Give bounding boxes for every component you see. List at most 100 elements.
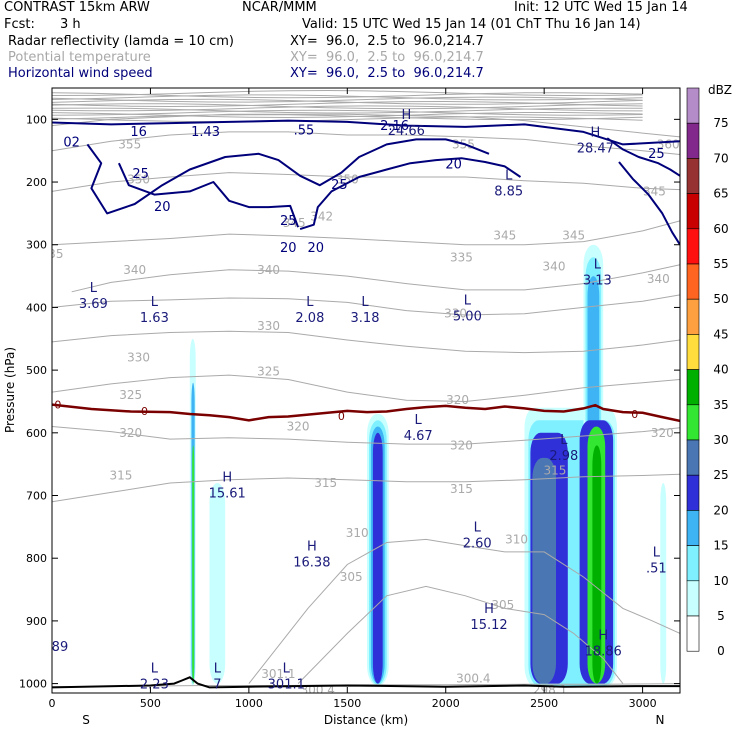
- x-tick-label: 2000: [432, 697, 460, 710]
- freezing-level-label: 0: [54, 399, 61, 412]
- colorbar-swatch: [686, 122, 700, 159]
- colorbar-tick-label: 55: [713, 257, 728, 271]
- theta-label: 298.1: [533, 683, 567, 697]
- wind-label: 2.16: [380, 119, 409, 134]
- theta-label: 320: [287, 420, 310, 434]
- colorbar-swatch: [686, 615, 700, 652]
- theta-label: 305: [340, 570, 363, 584]
- extremum-kind: H: [598, 629, 608, 644]
- theta-label: 310: [505, 532, 528, 546]
- wind-label: 20: [280, 241, 297, 256]
- theta-label: 300.4: [301, 683, 335, 697]
- extremum-kind: L: [653, 546, 661, 561]
- colorbar-swatch: [686, 369, 700, 406]
- y-tick-label: 500: [26, 364, 47, 377]
- theta-label: 305: [491, 598, 514, 612]
- wind-contour: [117, 162, 300, 228]
- theta-layer: 335 340 340 330 325 330 325 320 315 320 315 310 305 3…: [41, 89, 680, 697]
- y-tick-label: 100: [26, 113, 47, 126]
- theta-label: 325: [257, 364, 280, 378]
- extremum-kind: H: [401, 108, 411, 123]
- theta-label: 340: [257, 263, 280, 277]
- colorbar-tick-label: 65: [713, 187, 728, 201]
- theta-contour: [52, 473, 680, 503]
- fcst-label: Fcst:: [4, 17, 35, 32]
- theta-contour: [52, 220, 680, 246]
- theta-contour: [52, 96, 643, 103]
- wind-contour: [618, 161, 680, 246]
- extremum-value: 16.38: [293, 555, 330, 570]
- theta-label: 330: [127, 351, 150, 365]
- wind-label: 1.43: [191, 125, 220, 140]
- fcst-value: 3 h: [60, 17, 81, 32]
- theta-label: 340: [123, 263, 146, 277]
- theta-contour: [52, 94, 643, 101]
- y-tick-label: 400: [26, 301, 47, 314]
- plot-frame: [51, 87, 681, 694]
- theta-label: 340: [647, 272, 670, 286]
- extremum-kind: H: [222, 471, 232, 486]
- extremum-kind: H: [307, 539, 317, 554]
- axes-layer: 0 500 1000 1500 2000 2500 30001002003004005006…: [19, 88, 680, 710]
- y-tick-label: 1000: [19, 678, 47, 691]
- theta-label: 315: [314, 476, 337, 490]
- x-tick-label: 3000: [629, 697, 657, 710]
- wind-label: 25: [132, 167, 149, 182]
- colorbar-swatch: [686, 404, 700, 441]
- extremum-value: 7: [213, 678, 221, 693]
- theta-label: 320: [450, 438, 473, 452]
- theta-contour: [52, 105, 643, 112]
- theta-label: 345: [283, 216, 306, 230]
- wind-label: 25: [648, 147, 665, 162]
- y-tick-label: 600: [26, 427, 47, 440]
- wind-label: 20: [154, 200, 171, 215]
- wind-label: .55: [294, 124, 315, 139]
- theta-label: 345: [493, 228, 516, 242]
- wind-label: 25: [331, 178, 348, 193]
- theta-label: 320: [446, 393, 469, 407]
- y-tick-label: 700: [26, 490, 47, 503]
- colorbar-tick-label: 0: [717, 644, 725, 658]
- theta-contour: [52, 112, 643, 119]
- extremum-kind: L: [505, 168, 513, 183]
- colorbar-swatch: [686, 510, 700, 546]
- wind-contour: [606, 137, 680, 177]
- extremum-value: 5.00: [453, 310, 482, 325]
- theta-label: 350: [336, 173, 359, 187]
- valid-time: Valid: 15 UTC Wed 15 Jan 14 (01 ChT Thu …: [302, 17, 641, 32]
- theta-label: 301.1: [261, 667, 295, 681]
- reflectivity-cell: [209, 483, 226, 684]
- extremum-kind: L: [560, 433, 568, 448]
- colorbar-swatch: [686, 298, 700, 335]
- colorbar-swatch: [686, 158, 700, 194]
- theta-label: 335: [450, 250, 473, 264]
- colorbar-swatch: [686, 439, 700, 476]
- extremum-kind: H: [484, 602, 494, 617]
- x-axis-right-end: N: [656, 713, 665, 727]
- colorbar-tick-label: 30: [713, 433, 728, 447]
- wind-label: 16: [130, 125, 147, 140]
- reflectivity-cell: [372, 432, 383, 684]
- colorbar-tick-label: 45: [713, 327, 728, 341]
- theta-label: 335: [41, 247, 64, 261]
- freezing-level-label: 0: [631, 408, 638, 421]
- extremum-kind: H: [590, 126, 600, 141]
- wind-layer: 16 1.43 .55 2.16 02 25 20 25 25 20 20 20 25: [52, 119, 680, 256]
- colorbar-tick-label: 70: [713, 151, 728, 165]
- colorbar-swatch: [686, 334, 700, 370]
- theta-label: 330: [444, 307, 467, 321]
- theta-label: 345: [562, 228, 585, 242]
- wind-contour: [299, 157, 522, 231]
- theta-contour: [52, 374, 680, 403]
- theta-contour: [297, 585, 624, 684]
- org-label: NCAR/MMM: [242, 0, 317, 15]
- extremum-kind: L: [151, 662, 159, 677]
- extremum-value: 4.67: [404, 429, 433, 444]
- freezing-level-label: 0: [141, 405, 148, 418]
- field-name-wind: Horizontal wind speed: [8, 66, 153, 81]
- extremum-value: 301.1: [268, 678, 305, 693]
- theta-label: 350: [127, 173, 150, 187]
- theta-contour: [52, 100, 643, 108]
- extremum-kind: L: [464, 294, 472, 309]
